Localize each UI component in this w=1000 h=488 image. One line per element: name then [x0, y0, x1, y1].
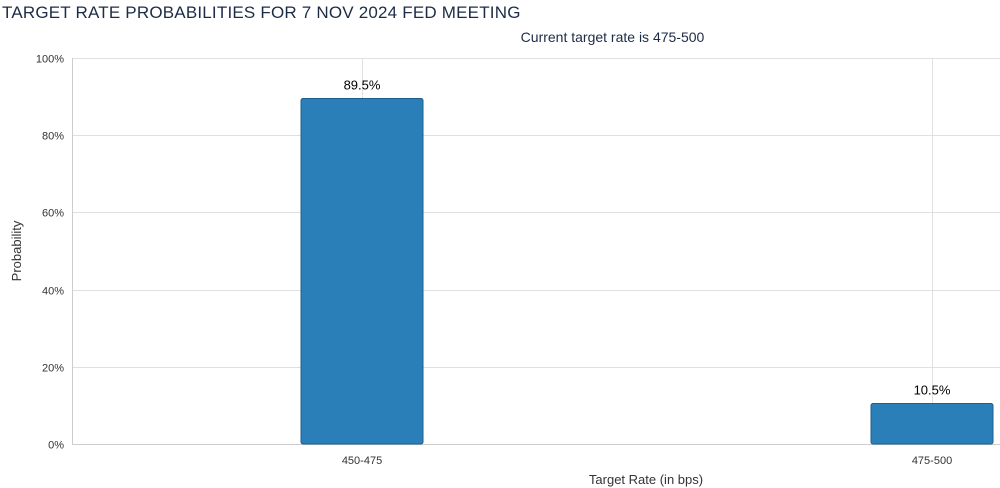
bars	[300, 98, 994, 445]
y-tick-label: 60%	[42, 208, 64, 220]
chart-subtitle: Current target rate is 475-500	[520, 29, 705, 45]
bar-data-label: 10.5%	[914, 382, 951, 397]
axes	[72, 58, 1000, 445]
y-tick-label: 0%	[48, 440, 64, 452]
x-tick-label: 475-500	[912, 455, 952, 467]
x-tick-label: 450-475	[342, 455, 382, 467]
y-tick-label: 80%	[42, 131, 64, 143]
gridlines	[72, 58, 1000, 444]
tick-labels: 0% 20% 40% 60% 80% 100% 89.5% 450-475 10.5% 475-5…	[36, 54, 952, 468]
y-tick-label: 20%	[42, 363, 64, 375]
x-axis-label: Target Rate (in bps)	[589, 472, 703, 487]
y-axis-label: Probability	[9, 220, 24, 281]
y-tick-label: 100%	[36, 54, 64, 66]
bar-data-label: 89.5%	[344, 78, 381, 93]
y-tick-label: 40%	[42, 286, 64, 298]
bar-450-475[interactable]	[300, 98, 424, 445]
bar-475-500[interactable]	[870, 402, 994, 445]
chart-title: TARGET RATE PROBABILITIES FOR 7 NOV 2024…	[2, 3, 521, 22]
